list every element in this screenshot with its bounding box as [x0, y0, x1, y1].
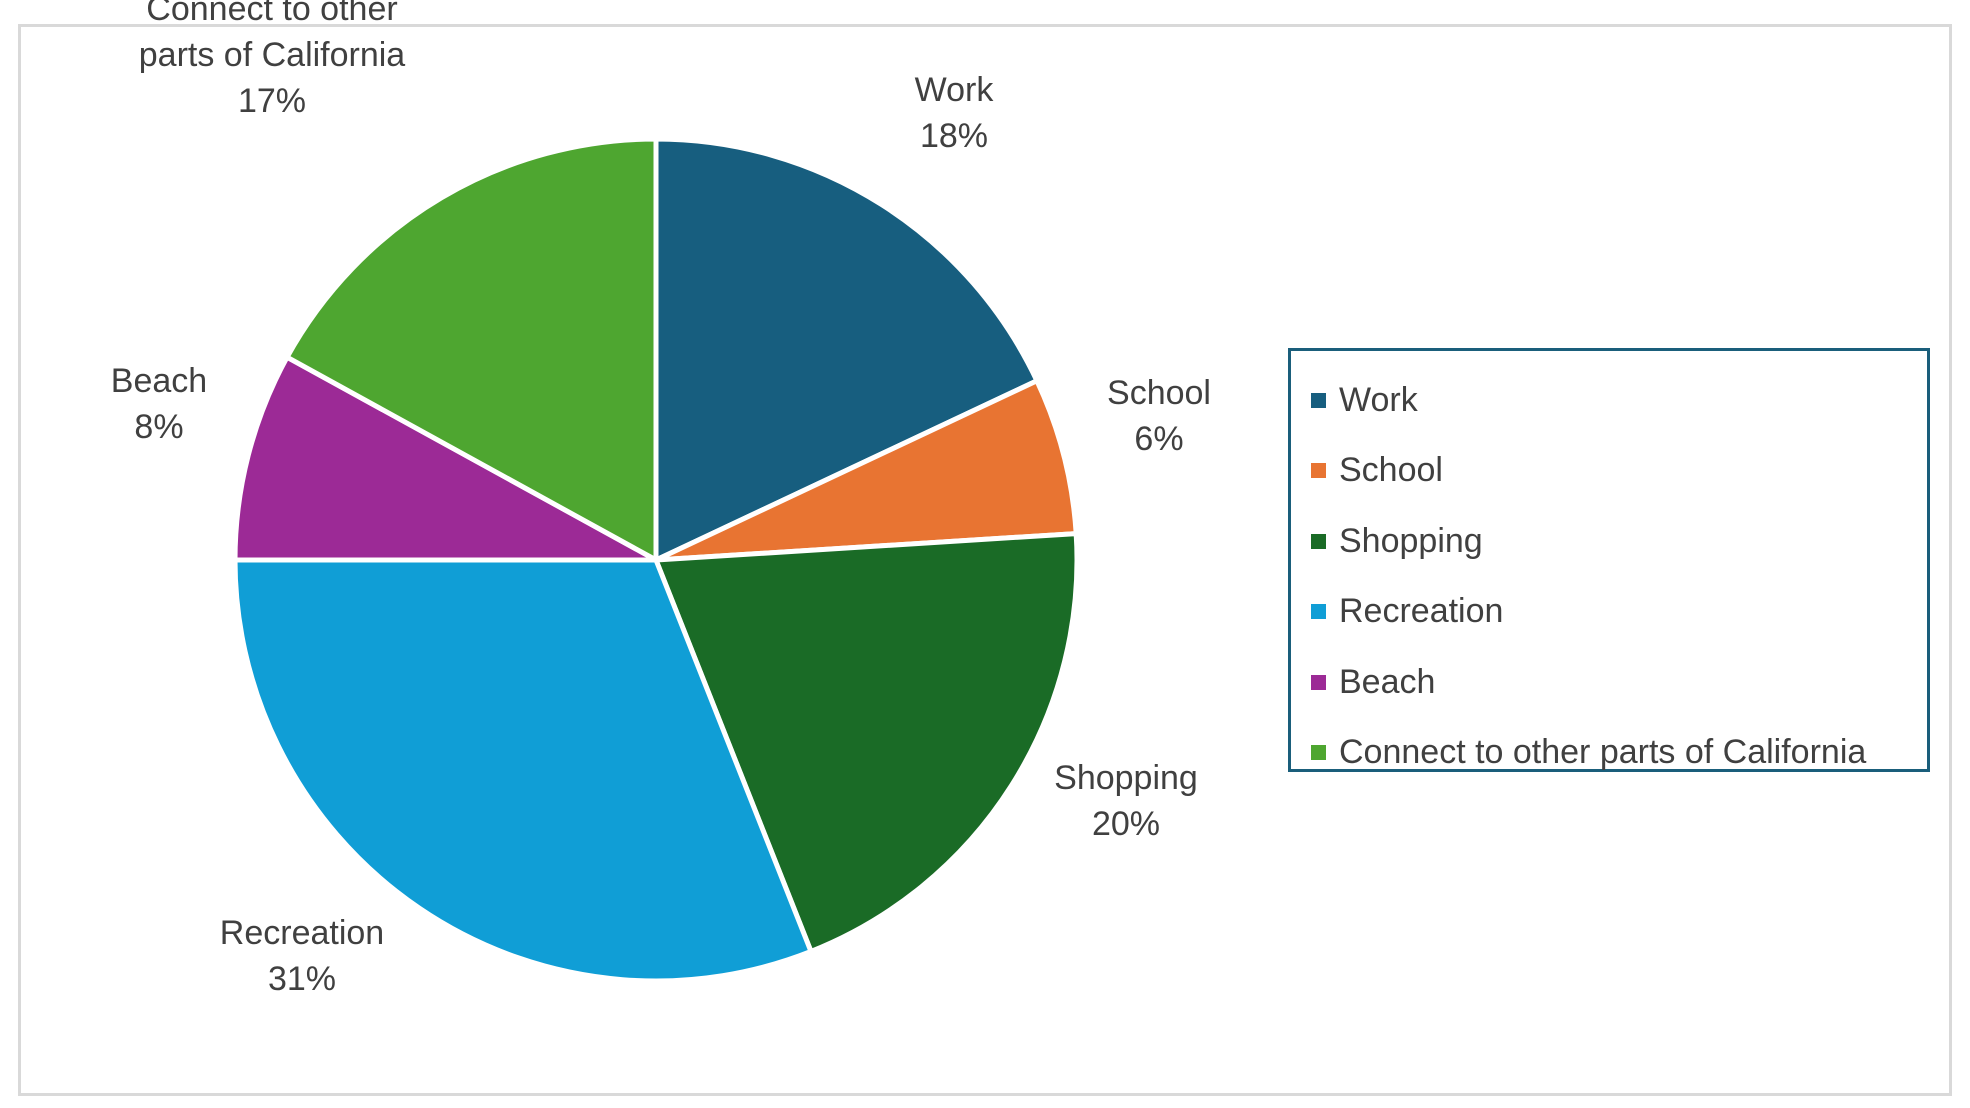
data-label-work: Work 18%: [915, 71, 995, 155]
data-label-school: School 6%: [1107, 374, 1211, 458]
legend-swatch-beach: [1311, 674, 1326, 690]
legend-item-work: Work: [1311, 365, 1927, 436]
pie-slice-work: [653, 136, 1040, 563]
legend-label-school: School: [1339, 451, 1443, 490]
data-label-line: 31%: [268, 960, 336, 998]
data-label-line: parts of California: [139, 36, 406, 74]
legend-item-school: School: [1311, 436, 1927, 507]
data-label-line: 8%: [134, 408, 183, 446]
data-label-line: Connect to other: [146, 0, 397, 28]
legend-swatch-work: [1311, 392, 1326, 408]
data-labels: Work 18% School 6% Shopping 20% Recreation 31% B…: [111, 0, 1211, 998]
legend-swatch-school: [1311, 463, 1326, 479]
legend-swatch-recreation: [1311, 604, 1326, 620]
pie-slices: [232, 136, 1080, 984]
legend-item-recreation: Recreation: [1311, 577, 1927, 648]
data-label-line: 20%: [1092, 805, 1160, 843]
legend-item-shopping: Shopping: [1311, 506, 1927, 577]
data-label-line: Shopping: [1054, 759, 1198, 797]
pie-slice-connect-to-other-parts-of-california: [284, 136, 659, 563]
data-label-line: 17%: [238, 82, 306, 120]
pie-slice-shopping: [653, 531, 1080, 954]
data-label-connect-to-other-parts-of-california: Connect to other parts of California 17%: [139, 0, 406, 120]
legend-label-recreation: Recreation: [1339, 592, 1504, 631]
data-label-line: School: [1107, 374, 1211, 412]
legend: Work School Shopping Recreation Beach Co…: [1288, 348, 1930, 772]
data-label-recreation: Recreation 31%: [220, 914, 384, 998]
legend-label-beach: Beach: [1339, 662, 1436, 701]
legend-label-work: Work: [1339, 380, 1418, 419]
pie-slice-recreation: [232, 557, 814, 984]
data-label-line: Beach: [111, 362, 207, 400]
legend-label-connect-to-california: Connect to other parts of California: [1339, 733, 1867, 772]
data-label-line: Work: [915, 71, 995, 109]
legend-item-beach: Beach: [1311, 647, 1927, 718]
legend-item-connect-to-california: Connect to other parts of California: [1311, 718, 1927, 789]
data-label-shopping: Shopping 20%: [1054, 759, 1198, 843]
legend-label-shopping: Shopping: [1339, 521, 1483, 560]
pie-slice-beach: [232, 354, 659, 563]
legend-swatch-shopping: [1311, 533, 1326, 549]
data-label-line: 18%: [920, 117, 988, 155]
pie-slice-school: [653, 378, 1079, 563]
data-label-beach: Beach 8%: [111, 362, 207, 446]
data-label-line: 6%: [1134, 420, 1183, 458]
legend-swatch-connect-to-california: [1311, 745, 1326, 761]
data-label-line: Recreation: [220, 914, 384, 952]
